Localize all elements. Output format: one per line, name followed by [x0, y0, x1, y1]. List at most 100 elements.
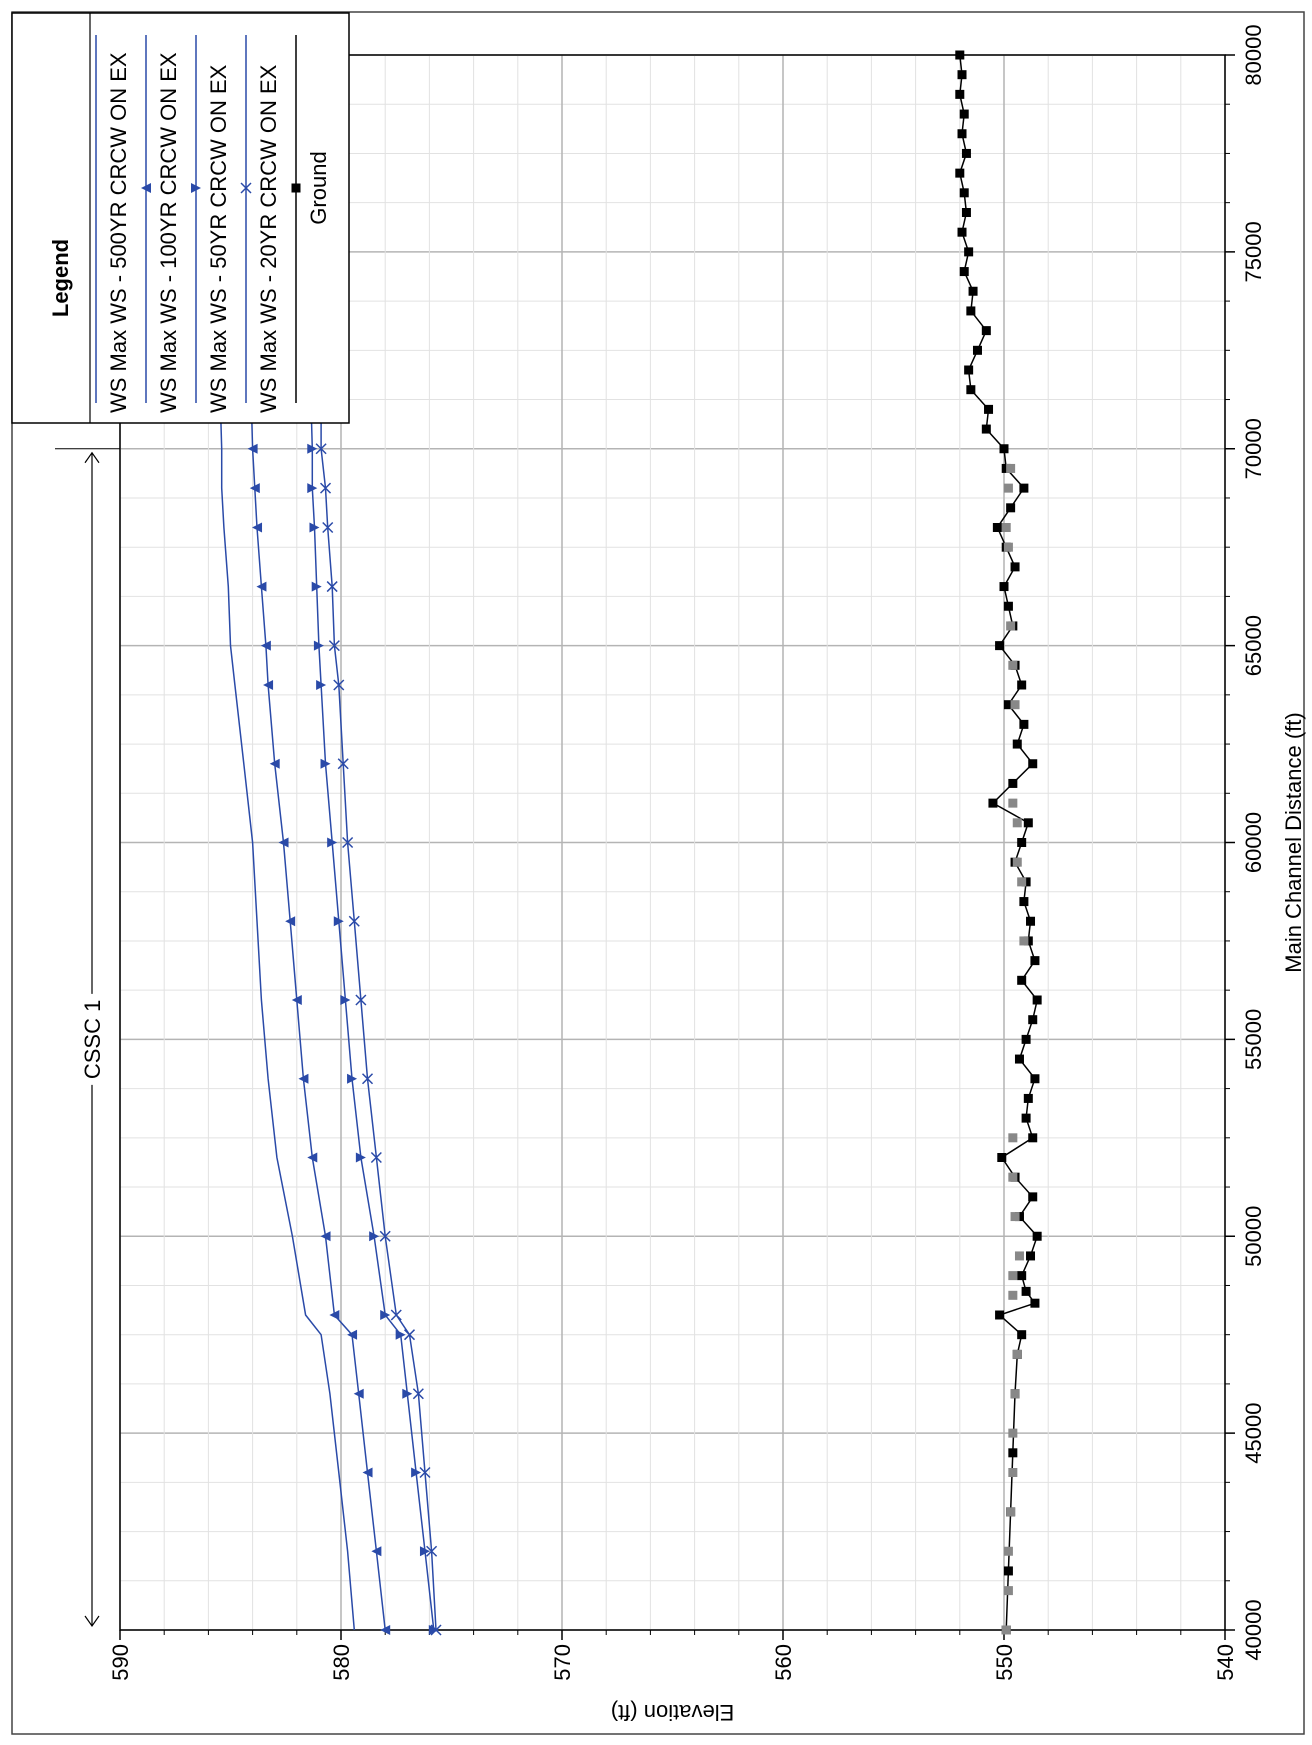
- data-point: [1008, 799, 1017, 808]
- legend-marker: [292, 184, 301, 193]
- data-point: [993, 523, 1002, 532]
- data-point: [1017, 877, 1026, 886]
- x-tick-label: 75000: [1241, 221, 1266, 282]
- data-point: [1006, 1507, 1015, 1516]
- data-point: [1030, 1074, 1039, 1083]
- reach-label: CSSC 1: [80, 1000, 105, 1079]
- data-point: [1019, 897, 1028, 906]
- data-point: [1022, 1114, 1031, 1123]
- y-tick-label: 570: [550, 1644, 575, 1681]
- data-point: [1008, 661, 1017, 670]
- data-point: [955, 169, 964, 178]
- y-tick-label: 550: [992, 1644, 1017, 1681]
- data-point: [995, 641, 1004, 650]
- legend-label: WS Max WS - 500YR CRCW ON EX: [106, 52, 131, 413]
- data-point: [960, 188, 969, 197]
- data-point: [1004, 1586, 1013, 1595]
- data-point: [1017, 1330, 1026, 1339]
- data-point: [1006, 503, 1015, 512]
- data-point: [1008, 1173, 1017, 1182]
- data-point: [1004, 484, 1013, 493]
- data-point: [1013, 818, 1022, 827]
- data-point: [1011, 562, 1020, 571]
- data-point: [1017, 838, 1026, 847]
- data-point: [1017, 976, 1026, 985]
- data-point: [1008, 779, 1017, 788]
- data-point: [1008, 1133, 1017, 1142]
- legend: Legend WS Max WS - 500YR CRCW ON EX WS Ma…: [12, 13, 349, 423]
- data-point: [1019, 720, 1028, 729]
- y-axis-label: Elevation (ft): [611, 1700, 735, 1725]
- legend-title: Legend: [48, 239, 73, 317]
- data-point: [958, 228, 967, 237]
- data-point: [964, 366, 973, 375]
- data-point: [1000, 582, 1009, 591]
- x-tick-label: 50000: [1241, 1206, 1266, 1267]
- x-tick-label: 55000: [1241, 1009, 1266, 1070]
- data-point: [1017, 1271, 1026, 1280]
- data-point: [1026, 917, 1035, 926]
- y-tick-label: 590: [108, 1644, 133, 1681]
- x-tick-label: 60000: [1241, 812, 1266, 873]
- data-point: [1013, 740, 1022, 749]
- data-point: [1033, 996, 1042, 1005]
- data-point: [955, 90, 964, 99]
- data-point: [1022, 1287, 1031, 1296]
- data-point: [960, 267, 969, 276]
- data-point: [1017, 681, 1026, 690]
- data-point: [1028, 1015, 1037, 1024]
- data-point: [1002, 1626, 1011, 1635]
- data-point: [1011, 1212, 1020, 1221]
- x-tick-label: 80000: [1241, 24, 1266, 85]
- y-tick-label: 540: [1213, 1644, 1238, 1681]
- legend-label: WS Max WS - 20YR CRCW ON EX: [256, 64, 281, 413]
- data-point: [960, 110, 969, 119]
- y-tick-label: 580: [329, 1644, 354, 1681]
- data-point: [966, 385, 975, 394]
- data-point: [966, 306, 975, 315]
- data-point: [1011, 1389, 1020, 1398]
- data-point: [1026, 1251, 1035, 1260]
- data-point: [1000, 444, 1009, 453]
- data-point: [1008, 1448, 1017, 1457]
- data-point: [995, 1311, 1004, 1320]
- data-point: [969, 287, 978, 296]
- data-point: [955, 51, 964, 60]
- data-point: [1024, 818, 1033, 827]
- data-point: [1013, 1350, 1022, 1359]
- data-point: [1019, 936, 1028, 945]
- data-point: [1022, 1035, 1031, 1044]
- data-point: [1004, 1547, 1013, 1556]
- data-point: [1028, 759, 1037, 768]
- legend-label: Ground: [306, 151, 331, 224]
- data-point: [1033, 1232, 1042, 1241]
- x-axis-label: Main Channel Distance (ft): [1281, 712, 1306, 972]
- x-tick-label: 40000: [1241, 1599, 1266, 1660]
- data-point: [1024, 1094, 1033, 1103]
- data-point: [962, 208, 971, 217]
- data-point: [997, 1153, 1006, 1162]
- data-point: [1004, 1566, 1013, 1575]
- data-point: [1011, 700, 1020, 709]
- data-point: [1006, 621, 1015, 630]
- data-point: [1004, 543, 1013, 552]
- data-point: [958, 129, 967, 138]
- data-point: [988, 799, 997, 808]
- data-point: [962, 149, 971, 158]
- data-point: [958, 70, 967, 79]
- data-point: [1006, 464, 1015, 473]
- x-tick-label: 45000: [1241, 1403, 1266, 1464]
- data-point: [964, 247, 973, 256]
- legend-label: WS Max WS - 50YR CRCW ON EX: [206, 64, 231, 413]
- data-point: [1008, 1429, 1017, 1438]
- data-point: [1028, 1133, 1037, 1142]
- data-point: [1015, 1251, 1024, 1260]
- y-tick-label: 560: [771, 1644, 796, 1681]
- data-point: [984, 405, 993, 414]
- data-point: [1008, 1271, 1017, 1280]
- data-point: [1030, 956, 1039, 965]
- x-tick-label: 70000: [1241, 418, 1266, 479]
- data-point: [1028, 1192, 1037, 1201]
- data-point: [1002, 523, 1011, 532]
